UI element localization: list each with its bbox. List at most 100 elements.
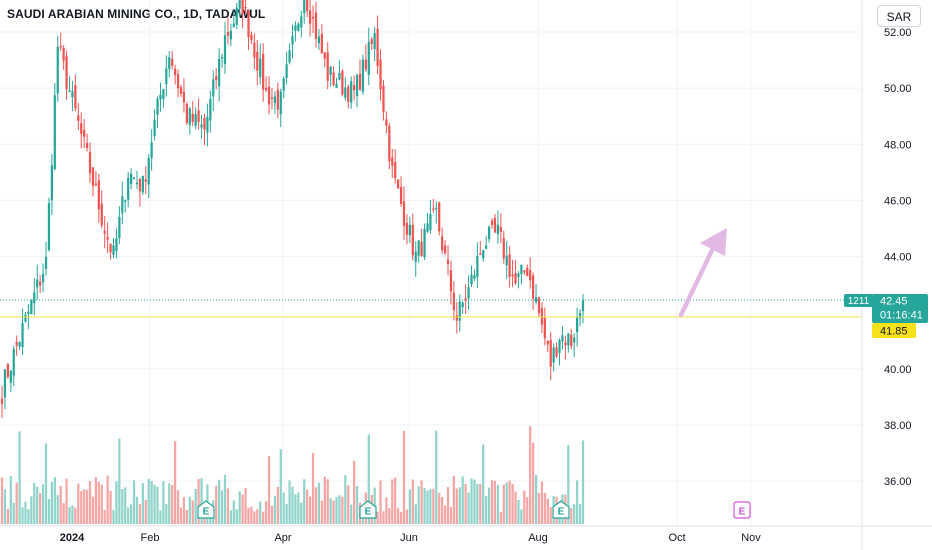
volume-bar: [476, 483, 479, 524]
volume-bar: [452, 475, 456, 524]
earnings-marker[interactable]: E: [197, 500, 215, 519]
candle: [56, 35, 59, 102]
volume-bar: [391, 479, 394, 524]
volume-bar: [540, 481, 544, 524]
currency-selector[interactable]: SAR: [877, 5, 921, 27]
volume-bar: [83, 489, 86, 524]
candle: [335, 77, 338, 88]
candle: [399, 176, 403, 208]
candle: [429, 199, 432, 234]
level-price-text: 41.85: [880, 326, 908, 338]
volume-bar: [53, 477, 56, 524]
price-tick-label: 36.00: [884, 476, 912, 488]
volume-bar: [147, 478, 150, 524]
volume-bar: [355, 486, 359, 524]
volume-bar: [446, 487, 450, 524]
volume-bar: [578, 503, 582, 524]
candle: [350, 76, 353, 109]
earnings-marker[interactable]: E: [552, 500, 570, 519]
projection-arrow[interactable]: [678, 228, 727, 318]
candle: [150, 129, 153, 171]
volume-bar: [124, 487, 127, 524]
volume-bar: [218, 479, 221, 524]
volume-bar: [253, 511, 256, 524]
volume-bar: [429, 489, 432, 524]
candle: [470, 265, 473, 287]
time-tick-label: Oct: [668, 532, 685, 544]
candle: [423, 223, 426, 261]
earnings-marker[interactable]: E: [359, 500, 377, 519]
volume-bar: [259, 501, 262, 524]
candle: [567, 332, 570, 353]
volume-bar: [323, 476, 326, 524]
candle: [77, 102, 80, 131]
candle: [118, 206, 121, 245]
volume-bar: [159, 510, 162, 524]
volume-bar: [256, 509, 259, 524]
volume-bar: [270, 505, 274, 524]
price-axis[interactable]: 52.00 50.00 48.00 46.00 44.00 40.00 38.00 36.00: [884, 27, 912, 488]
volume-bar: [543, 493, 546, 524]
candle: [576, 307, 579, 347]
candle: [174, 64, 177, 85]
candle: [124, 199, 127, 213]
volume-bar: [508, 480, 511, 524]
volume-bar: [308, 496, 312, 524]
volume-bar: [388, 508, 391, 524]
volume-bar: [576, 480, 579, 524]
volume-bar: [464, 483, 467, 524]
candle: [62, 45, 65, 70]
candle: [68, 76, 71, 93]
volume-bar: [397, 508, 400, 524]
volume-bar: [36, 486, 39, 524]
candle: [159, 82, 162, 113]
candle: [226, 17, 230, 45]
volume-bar: [338, 495, 341, 524]
candle: [397, 179, 400, 190]
volume-bar: [235, 509, 238, 524]
candle: [83, 119, 86, 148]
volume-bar: [264, 501, 268, 524]
volume-bar: [91, 496, 95, 524]
candle: [540, 302, 544, 334]
volume-bar: [414, 504, 417, 524]
volume-bar: [71, 505, 74, 524]
volume-bar: [262, 511, 265, 524]
candle: [12, 345, 15, 387]
earnings-letter: E: [739, 507, 746, 518]
candle: [467, 275, 470, 310]
candle: [115, 228, 118, 259]
candle: [50, 153, 53, 215]
candle: [112, 238, 115, 259]
candle: [191, 100, 194, 127]
volume-bar: [39, 493, 42, 524]
time-tick-label: Jun: [400, 532, 418, 544]
volume-bar: [523, 490, 526, 524]
volume-bar: [273, 495, 277, 524]
volume-bar: [303, 479, 306, 524]
candle: [206, 103, 209, 147]
candle: [171, 51, 174, 70]
candle: [6, 363, 9, 379]
candle: [581, 294, 585, 324]
volume-bar: [162, 481, 165, 524]
candle: [88, 142, 92, 183]
candle: [426, 213, 429, 233]
volume-bar: [182, 497, 186, 524]
candle: [452, 281, 456, 321]
volume-bar: [426, 490, 429, 524]
price-tick-label: 52.00: [884, 27, 912, 39]
volume-bar: [470, 478, 473, 524]
candle: [573, 333, 576, 358]
volume-bar: [502, 484, 505, 524]
candle: [74, 74, 77, 112]
time-axis[interactable]: 2024 Feb Apr Jun Aug Oct Nov: [60, 532, 762, 544]
candle: [306, 0, 309, 18]
volume-bar: [532, 442, 535, 524]
earnings-marker[interactable]: E: [733, 501, 751, 519]
candle: [59, 32, 62, 51]
candle: [53, 83, 56, 171]
volume-bar: [417, 486, 420, 524]
